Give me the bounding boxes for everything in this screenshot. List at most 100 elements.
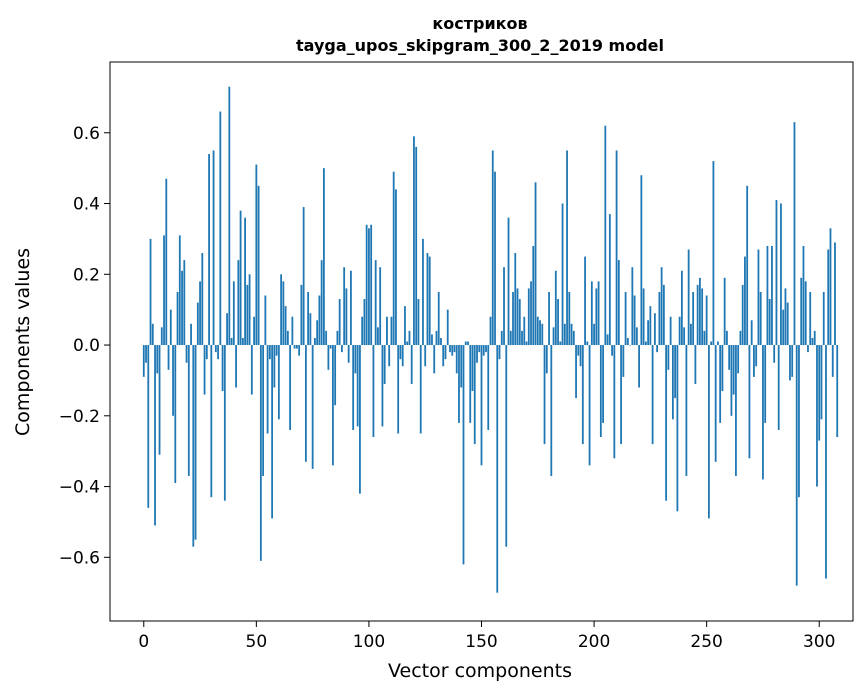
- bar: [419, 345, 422, 434]
- bar: [266, 345, 269, 434]
- bar: [329, 345, 332, 349]
- bar: [370, 224, 373, 346]
- bar: [552, 327, 555, 346]
- bar: [187, 345, 190, 476]
- bar: [570, 323, 573, 346]
- bar: [588, 345, 591, 466]
- bar: [316, 320, 319, 346]
- bar: [577, 345, 580, 356]
- bar: [397, 345, 400, 434]
- bar: [581, 345, 584, 445]
- bar: [712, 161, 715, 346]
- bar: [590, 281, 593, 346]
- bar: [525, 341, 528, 346]
- bar: [674, 345, 677, 399]
- bar: [741, 284, 744, 346]
- bar: [642, 288, 645, 346]
- bar: [237, 260, 240, 346]
- bar: [604, 125, 607, 346]
- bar: [219, 111, 222, 346]
- bar: [744, 256, 746, 346]
- bar: [320, 260, 323, 346]
- bar: [509, 330, 512, 346]
- bar: [665, 345, 668, 501]
- bar: [541, 323, 544, 346]
- bar: [818, 345, 821, 441]
- bars-group: [142, 86, 839, 593]
- bar: [442, 345, 445, 367]
- bar: [775, 199, 778, 346]
- bar: [431, 334, 433, 346]
- bar: [413, 136, 415, 346]
- bar: [820, 345, 823, 420]
- bar: [554, 270, 557, 346]
- bar: [201, 253, 204, 346]
- bar: [825, 345, 827, 579]
- bar: [322, 168, 325, 346]
- x-tick-label: 300: [803, 632, 835, 652]
- chart-title-line1: костриков: [432, 14, 527, 33]
- bar: [599, 345, 602, 438]
- bar: [566, 150, 568, 346]
- bar: [280, 274, 283, 346]
- x-tick-label: 0: [138, 632, 149, 652]
- bar: [633, 295, 636, 346]
- bar: [586, 341, 589, 346]
- bar: [557, 299, 559, 346]
- bar: [156, 345, 159, 374]
- axes-group: 0 50 100 150 200 250 300 −0.6 −0.4 −0.2 0.0 0.2 0.4 0…: [59, 61, 854, 652]
- bar: [507, 217, 510, 346]
- bar: [377, 327, 379, 346]
- bar: [696, 284, 699, 346]
- bar: [735, 345, 737, 476]
- bar: [379, 267, 382, 346]
- bar: [802, 245, 805, 346]
- bar: [289, 345, 292, 430]
- bar: [338, 299, 341, 346]
- bar: [717, 341, 719, 346]
- bar: [311, 345, 314, 469]
- bar: [766, 245, 769, 346]
- bar: [739, 330, 742, 346]
- bar: [543, 345, 546, 445]
- bar: [807, 345, 809, 353]
- bar: [568, 291, 571, 346]
- bar: [834, 242, 836, 346]
- bar: [723, 277, 726, 346]
- bar: [705, 295, 708, 346]
- bar: [165, 178, 168, 346]
- bar: [415, 146, 418, 346]
- bar: [453, 345, 456, 353]
- bar: [676, 345, 679, 512]
- plot-frame: [109, 61, 854, 622]
- bar: [332, 345, 334, 466]
- bar: [271, 345, 274, 519]
- bar: [352, 345, 355, 430]
- bar: [365, 224, 368, 346]
- bar: [295, 345, 298, 349]
- bar: [325, 330, 328, 346]
- bar: [383, 345, 386, 384]
- bar: [309, 313, 312, 346]
- bar: [500, 330, 503, 346]
- bar: [392, 171, 395, 346]
- bar: [174, 345, 177, 484]
- bar: [298, 345, 301, 356]
- bar: [786, 302, 789, 346]
- bar: [199, 281, 201, 346]
- bar: [163, 235, 165, 346]
- bar: [635, 327, 638, 346]
- bar: [462, 345, 465, 565]
- bar: [491, 150, 494, 346]
- bar: [455, 345, 458, 374]
- bar: [336, 330, 339, 346]
- bar: [451, 345, 454, 356]
- bar: [762, 345, 764, 480]
- bar: [228, 86, 231, 346]
- bar: [142, 345, 145, 377]
- bar: [440, 337, 442, 346]
- bar: [437, 291, 440, 346]
- y-tick-label: −0.2: [59, 407, 100, 427]
- bar: [341, 345, 343, 353]
- bar: [608, 214, 611, 346]
